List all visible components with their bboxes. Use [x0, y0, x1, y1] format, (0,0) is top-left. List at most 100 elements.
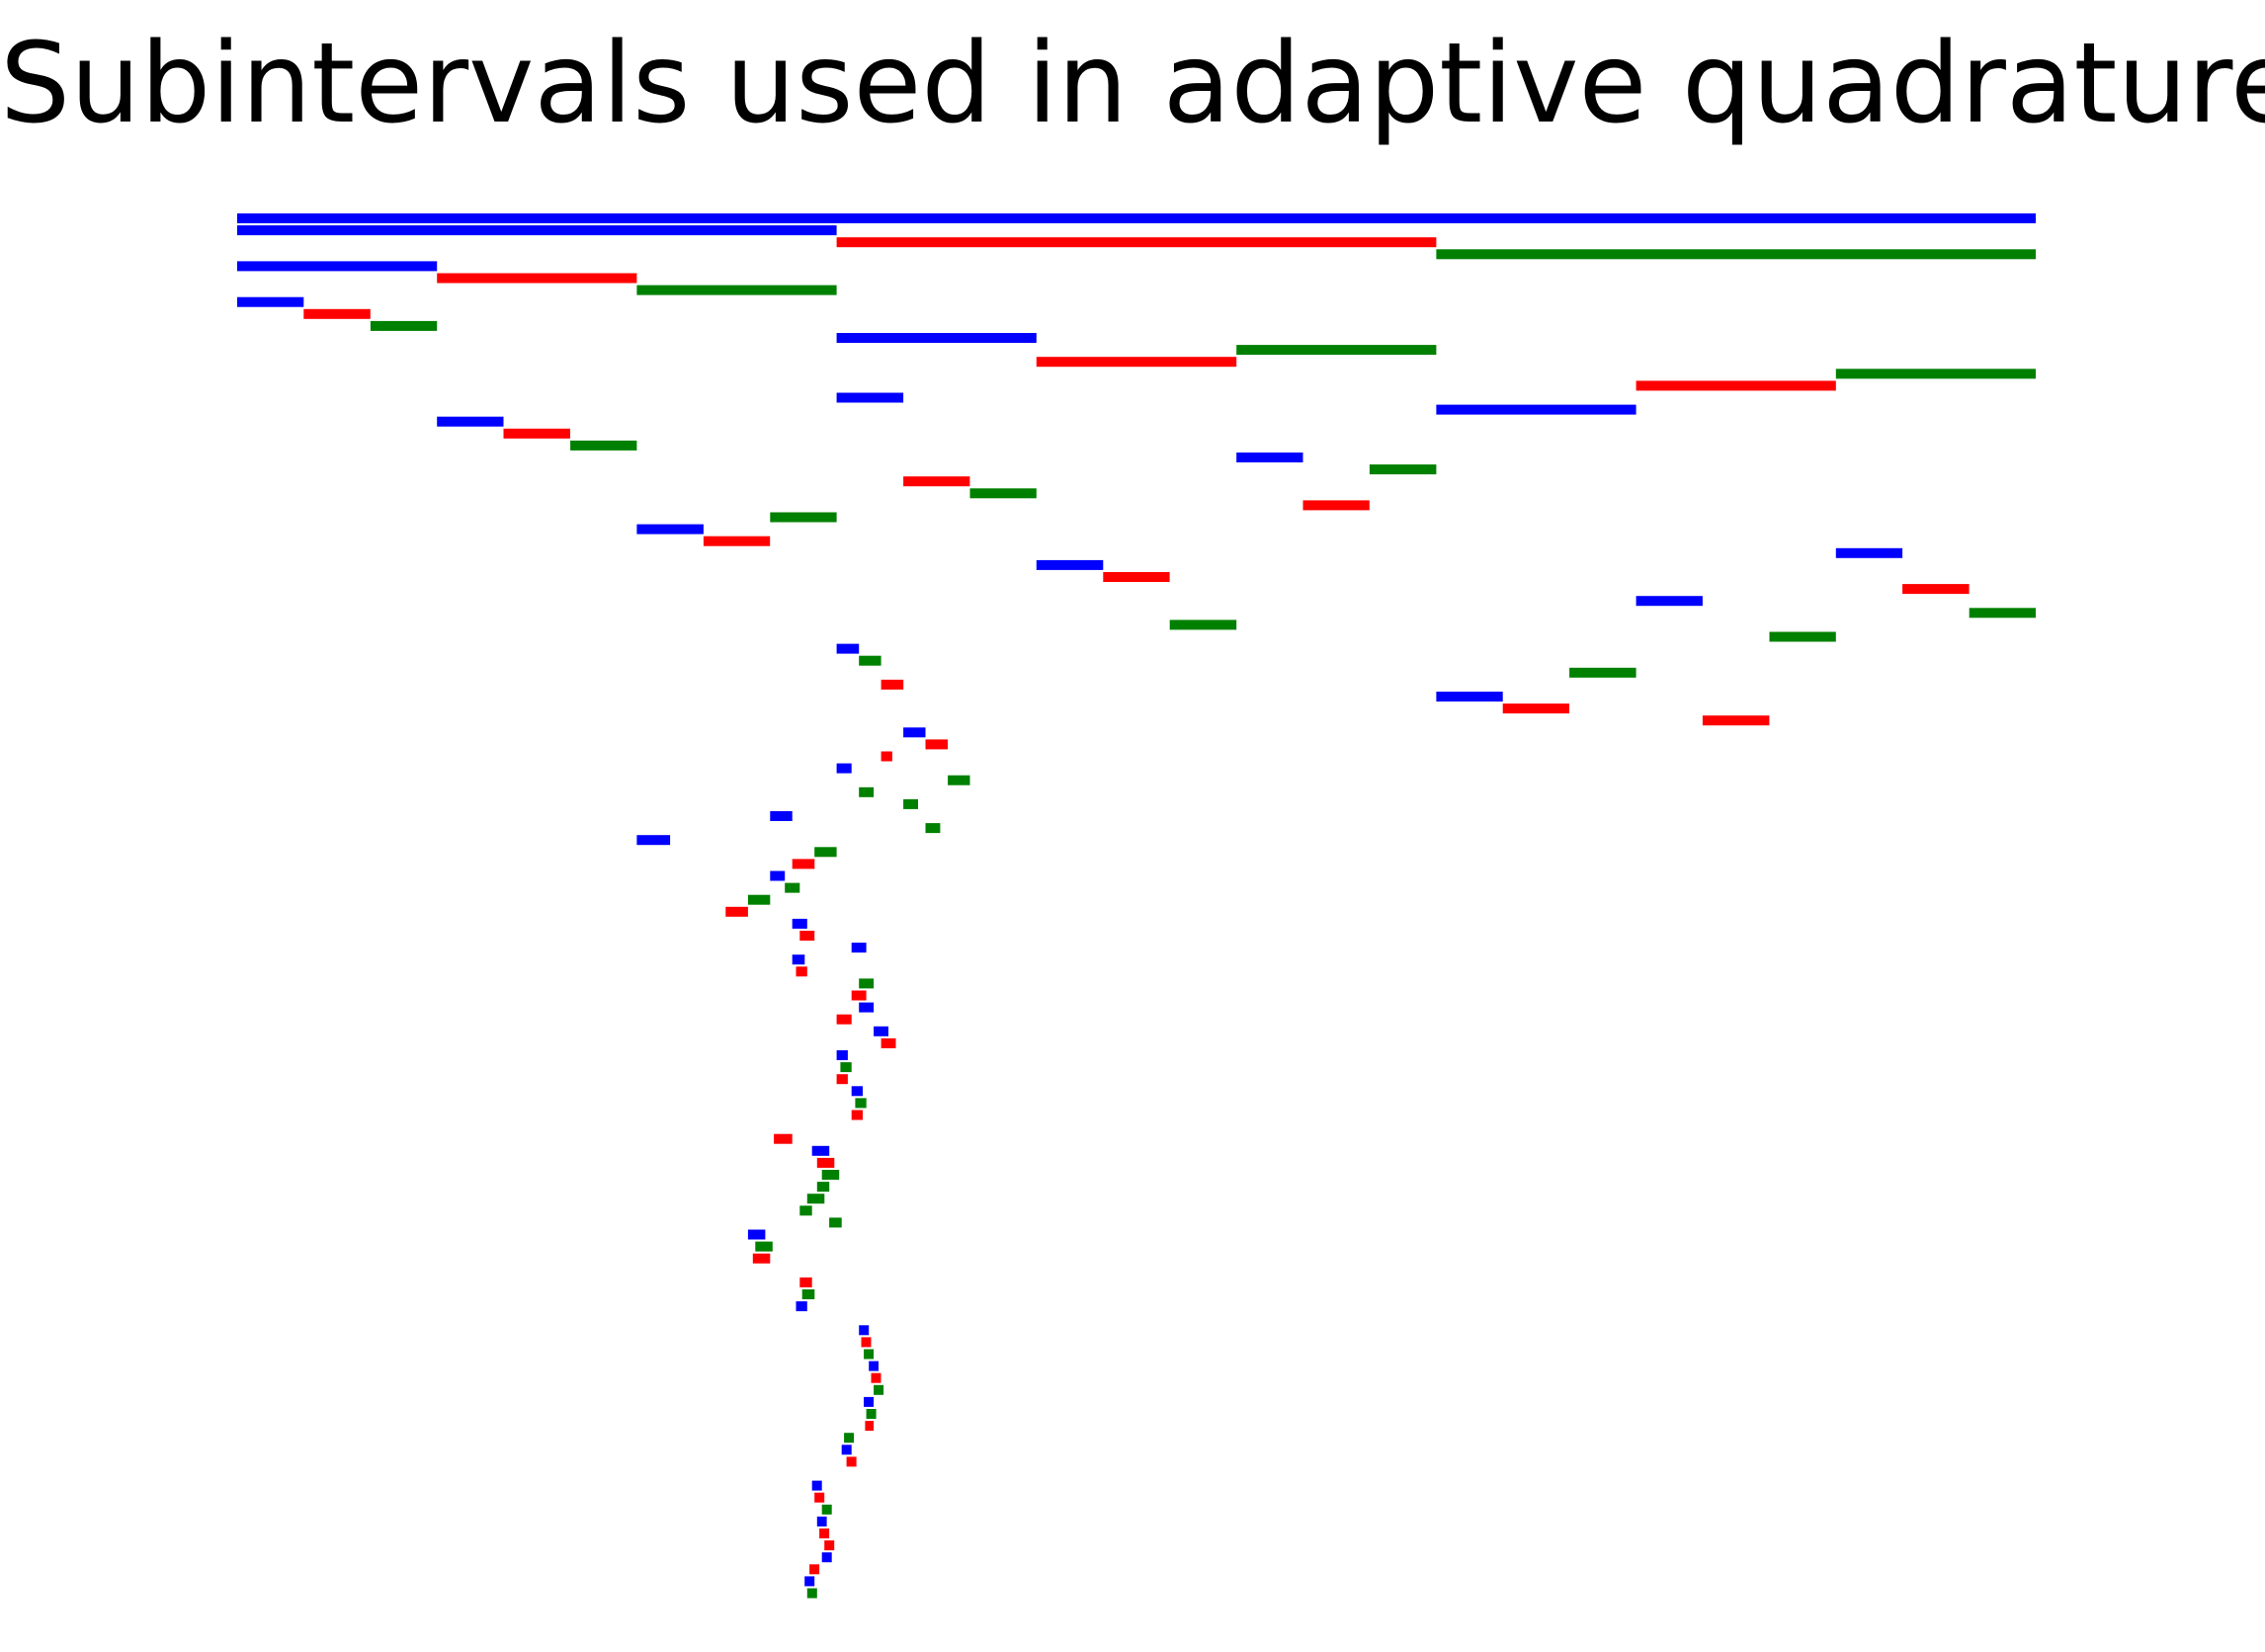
- subinterval-segment-36: [836, 643, 860, 654]
- subinterval-segment-38: [1569, 667, 1636, 678]
- subinterval-segment-47: [948, 775, 970, 785]
- subinterval-segment-43: [903, 727, 926, 738]
- subinterval-segment-90: [859, 1325, 870, 1336]
- subinterval-segment-4: [237, 261, 438, 272]
- subinterval-segment-17: [437, 416, 504, 427]
- subinterval-segment-78: [816, 1157, 835, 1168]
- subinterval-segment-79: [821, 1170, 840, 1180]
- subinterval-segment-35: [1769, 631, 1836, 642]
- subinterval-segment-12: [1036, 357, 1237, 368]
- subinterval-segment-9: [370, 320, 438, 331]
- subinterval-segment-81: [806, 1194, 825, 1204]
- subinterval-segment-83: [829, 1217, 842, 1228]
- subinterval-segment-31: [1902, 584, 1970, 595]
- subinterval-segment-46: [836, 763, 852, 774]
- subinterval-segment-73: [851, 1086, 863, 1097]
- subinterval-segment-30: [1103, 572, 1170, 582]
- subinterval-segment-103: [814, 1492, 825, 1503]
- subinterval-segment-52: [636, 835, 671, 846]
- subinterval-segment-40: [1436, 692, 1503, 702]
- subinterval-segment-16: [1436, 404, 1636, 415]
- subinterval-segment-24: [1302, 500, 1370, 511]
- subinterval-segment-66: [859, 1002, 875, 1013]
- subinterval-segment-45: [881, 751, 892, 762]
- subinterval-segment-1: [237, 225, 837, 236]
- subinterval-segment-37: [859, 655, 881, 666]
- subinterval-segment-101: [846, 1456, 857, 1467]
- subinterval-segment-13: [1835, 369, 2036, 379]
- subinterval-segment-109: [809, 1564, 820, 1575]
- subinterval-segment-104: [821, 1504, 832, 1515]
- subinterval-segment-68: [874, 1026, 888, 1036]
- subinterval-segment-102: [811, 1480, 822, 1491]
- subinterval-segment-55: [770, 870, 786, 881]
- chart-title: Subintervals used in adaptive quadrature: [0, 20, 2265, 148]
- subinterval-segment-6: [636, 285, 837, 295]
- subinterval-segment-100: [841, 1445, 852, 1455]
- subinterval-segment-71: [840, 1062, 852, 1073]
- subinterval-segment-18: [503, 428, 570, 439]
- subinterval-segment-14: [1636, 380, 1836, 391]
- subinterval-segment-60: [799, 931, 815, 941]
- subinterval-segment-107: [824, 1540, 835, 1551]
- subinterval-segment-0: [237, 213, 2036, 223]
- subinterval-segment-76: [774, 1133, 793, 1144]
- subinterval-segment-33: [1969, 608, 2036, 619]
- subinterval-segment-72: [836, 1074, 848, 1085]
- subinterval-segment-20: [1236, 453, 1303, 462]
- subinterval-segment-34: [1169, 620, 1237, 630]
- subinterval-segment-77: [811, 1145, 830, 1156]
- subinterval-segment-44: [925, 739, 949, 750]
- subinterval-segment-67: [836, 1014, 852, 1025]
- subinterval-segment-54: [792, 859, 815, 869]
- subinterval-segment-23: [969, 488, 1037, 499]
- subinterval-segment-25: [770, 512, 837, 523]
- subinterval-segment-53: [814, 847, 837, 858]
- subinterval-segment-26: [636, 524, 704, 535]
- subinterval-segment-93: [869, 1361, 879, 1371]
- subinterval-segment-56: [785, 882, 800, 893]
- subinterval-segment-87: [799, 1277, 812, 1287]
- subinterval-segment-91: [861, 1337, 872, 1348]
- subinterval-segment-92: [864, 1349, 875, 1360]
- subinterval-segment-48: [859, 786, 875, 797]
- subinterval-segment-111: [806, 1588, 817, 1599]
- subinterval-segment-41: [1502, 703, 1569, 714]
- subinterval-segment-82: [799, 1205, 812, 1216]
- subinterval-segment-97: [866, 1409, 877, 1419]
- subinterval-segment-8: [303, 308, 371, 319]
- segments-layer: [237, 213, 2036, 1599]
- subinterval-segment-94: [871, 1372, 881, 1383]
- subinterval-segment-15: [836, 392, 904, 403]
- subinterval-segment-63: [796, 966, 807, 977]
- subinterval-segment-57: [747, 894, 771, 905]
- subinterval-segment-110: [804, 1576, 815, 1587]
- subinterval-segment-32: [1636, 596, 1703, 607]
- subinterval-segment-88: [801, 1289, 815, 1299]
- subinterval-segment-108: [821, 1552, 832, 1563]
- subinterval-segment-98: [865, 1421, 875, 1432]
- subinterval-segment-65: [851, 990, 867, 1001]
- subinterval-segment-80: [816, 1182, 830, 1193]
- subinterval-segment-29: [1036, 559, 1104, 570]
- subinterval-segment-105: [816, 1516, 827, 1527]
- subinterval-segment-75: [851, 1110, 863, 1120]
- subinterval-segment-39: [881, 679, 904, 690]
- subinterval-segment-28: [1835, 547, 1903, 558]
- subinterval-segment-95: [874, 1384, 884, 1395]
- subinterval-segment-61: [851, 943, 867, 953]
- subinterval-segment-27: [703, 536, 771, 546]
- subinterval-segment-19: [570, 440, 637, 451]
- subinterval-segment-21: [1369, 464, 1437, 475]
- subinterval-segment-62: [792, 954, 805, 965]
- subinterval-segment-2: [836, 237, 1437, 248]
- subinterval-segment-99: [844, 1433, 855, 1444]
- subinterval-segment-64: [859, 978, 875, 989]
- subinterval-segment-5: [437, 273, 637, 284]
- subinterval-segment-96: [864, 1396, 875, 1407]
- subinterval-segment-74: [855, 1098, 867, 1109]
- subinterval-segment-3: [1436, 249, 2036, 260]
- subinterval-segment-42: [1702, 715, 1770, 726]
- subinterval-segment-7: [237, 296, 304, 307]
